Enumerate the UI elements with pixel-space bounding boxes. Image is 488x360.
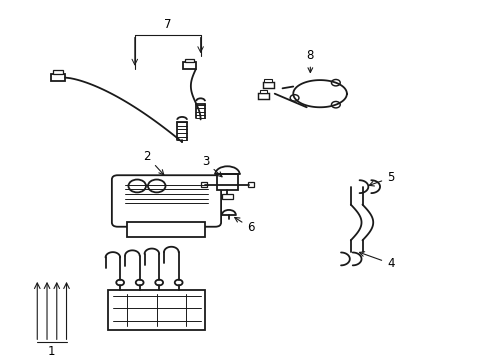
Text: 7: 7 [163,18,171,31]
Text: 8: 8 [306,49,313,72]
Text: 6: 6 [234,217,254,234]
Text: 4: 4 [359,252,394,270]
FancyBboxPatch shape [262,82,274,88]
FancyBboxPatch shape [53,70,62,74]
Text: 3: 3 [202,155,222,177]
Text: 2: 2 [143,150,163,175]
FancyBboxPatch shape [51,74,64,81]
Circle shape [289,95,298,101]
FancyBboxPatch shape [182,62,196,69]
Circle shape [136,280,143,285]
FancyBboxPatch shape [108,291,205,330]
FancyBboxPatch shape [264,79,272,82]
Circle shape [116,280,124,285]
FancyBboxPatch shape [247,182,254,188]
FancyBboxPatch shape [216,174,238,190]
Circle shape [155,280,163,285]
FancyBboxPatch shape [112,175,221,227]
FancyBboxPatch shape [127,222,205,237]
FancyBboxPatch shape [184,59,194,62]
Circle shape [331,102,340,108]
Circle shape [128,180,146,192]
FancyBboxPatch shape [221,194,233,199]
FancyBboxPatch shape [257,93,269,99]
FancyBboxPatch shape [200,182,206,188]
Circle shape [148,180,165,192]
Text: 5: 5 [368,171,394,186]
Circle shape [331,80,340,86]
FancyBboxPatch shape [259,90,267,93]
Circle shape [174,280,182,285]
Text: 1: 1 [48,345,56,358]
